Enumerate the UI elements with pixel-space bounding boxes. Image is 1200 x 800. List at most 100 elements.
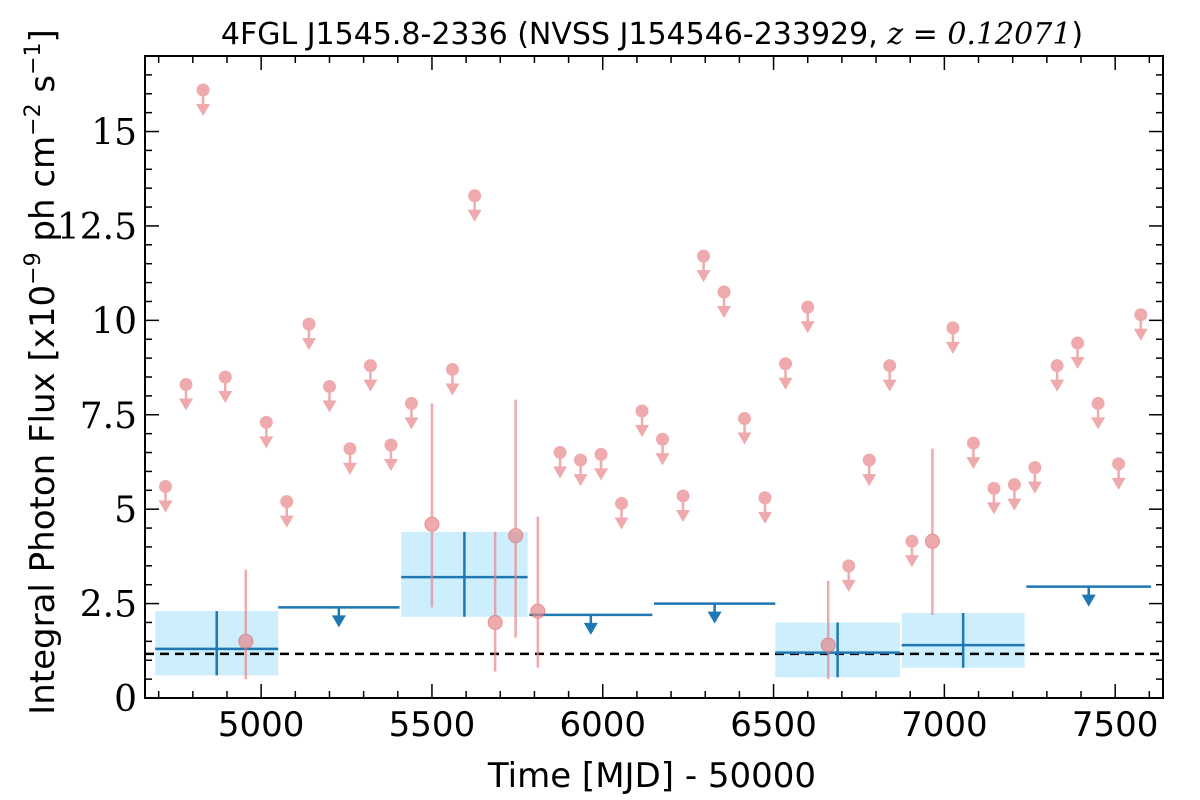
y-tick-label: 12.5 bbox=[57, 207, 137, 248]
long-bin-upper-limit-arrow bbox=[1081, 594, 1096, 607]
short-bin-upper-limit-arrow bbox=[553, 466, 568, 479]
short-bin-upper-limit-marker bbox=[404, 396, 418, 410]
short-bin-upper-limit-marker bbox=[738, 412, 752, 426]
short-bin-upper-limit-marker bbox=[862, 453, 876, 467]
short-bin-upper-limit-marker bbox=[966, 436, 980, 450]
short-bin-upper-limit-arrow bbox=[862, 474, 877, 487]
short-bin-layer bbox=[158, 83, 1148, 680]
short-bin-upper-limit-arrow bbox=[279, 515, 294, 528]
x-tick-label: 5000 bbox=[218, 705, 305, 745]
y-tick-label: 7.5 bbox=[80, 396, 137, 437]
short-bin-upper-limit-arrow bbox=[966, 457, 981, 470]
short-bin-upper-limit-marker bbox=[656, 432, 670, 446]
short-bin-upper-limit-arrow bbox=[778, 377, 793, 390]
short-bin-upper-limit-marker bbox=[987, 481, 1001, 495]
short-bin-upper-limit-marker bbox=[717, 285, 731, 299]
short-bin-upper-limit-marker bbox=[779, 357, 793, 371]
short-bin-upper-limit-marker bbox=[1091, 396, 1105, 410]
short-bin-upper-limit-arrow bbox=[301, 338, 316, 351]
short-bin-upper-limit-marker bbox=[883, 359, 897, 373]
short-bin-upper-limit-arrow bbox=[1070, 357, 1085, 370]
short-bin-upper-limit-marker bbox=[363, 359, 377, 373]
x-tick-label: 6000 bbox=[559, 705, 646, 745]
short-bin-upper-limit-marker bbox=[635, 404, 649, 418]
short-bin-upper-limit-marker bbox=[676, 489, 690, 503]
short-bin-upper-limit-arrow bbox=[676, 509, 691, 522]
x-tick-label: 7000 bbox=[901, 705, 988, 745]
short-bin-point bbox=[424, 516, 440, 532]
short-bin-upper-limit-marker bbox=[1007, 478, 1021, 492]
short-bin-point bbox=[820, 637, 836, 653]
short-bin-upper-limit-arrow bbox=[259, 436, 274, 449]
short-bin-upper-limit-marker bbox=[1028, 461, 1042, 475]
short-bin-upper-limit-arrow bbox=[218, 391, 233, 403]
short-bin-point bbox=[238, 633, 254, 649]
short-bin-upper-limit-marker bbox=[1134, 308, 1148, 322]
short-bin-upper-limit-arrow bbox=[1050, 379, 1065, 392]
short-bin-upper-limit-marker bbox=[322, 379, 336, 393]
short-bin-upper-limit-arrow bbox=[594, 468, 609, 481]
short-bin-upper-limit-marker bbox=[697, 249, 711, 263]
short-bin-upper-limit-arrow bbox=[467, 209, 482, 222]
axis-ticks bbox=[145, 55, 1163, 699]
short-bin-upper-limit-arrow bbox=[1111, 477, 1126, 490]
short-bin-upper-limit-arrow bbox=[383, 458, 398, 471]
short-bin-upper-limit-arrow bbox=[1091, 417, 1106, 430]
short-bin-upper-limit-marker bbox=[905, 534, 919, 548]
short-bin-upper-limit-marker bbox=[158, 480, 172, 494]
x-tick-label: 6500 bbox=[730, 705, 817, 745]
y-tick-label: 0 bbox=[114, 679, 137, 720]
short-bin-upper-limit-arrow bbox=[758, 511, 773, 524]
short-bin-upper-limit-arrow bbox=[573, 474, 588, 487]
short-bin-upper-limit-marker bbox=[1112, 457, 1126, 471]
plot-frame bbox=[144, 55, 1164, 699]
short-bin-upper-limit-arrow bbox=[1007, 498, 1022, 511]
short-bin-upper-limit-marker bbox=[574, 453, 588, 467]
short-bin-upper-limit-marker bbox=[946, 321, 960, 335]
long-bin-upper-limit-arrow bbox=[583, 622, 598, 635]
short-bin-upper-limit-marker bbox=[842, 559, 856, 573]
short-bin-point bbox=[924, 533, 940, 549]
x-tick-label: 7500 bbox=[1072, 705, 1159, 745]
x-axis-label: Time [MJD] - 50000 bbox=[487, 756, 816, 796]
short-bin-upper-limit-arrow bbox=[363, 379, 378, 392]
short-bin-upper-limit-marker bbox=[196, 83, 210, 97]
short-bin-upper-limit-arrow bbox=[696, 270, 711, 283]
short-bin-upper-limit-arrow bbox=[841, 579, 856, 592]
short-bin-upper-limit-marker bbox=[280, 495, 294, 509]
short-bin-upper-limit-arrow bbox=[614, 517, 629, 530]
short-bin-upper-limit-arrow bbox=[404, 417, 419, 430]
x-tick-label: 5500 bbox=[389, 705, 476, 745]
short-bin-upper-limit-arrow bbox=[322, 400, 337, 413]
short-bin-point bbox=[487, 614, 503, 630]
y-tick-label: 10 bbox=[91, 301, 137, 342]
short-bin-upper-limit-marker bbox=[553, 446, 567, 460]
short-bin-upper-limit-marker bbox=[1050, 359, 1064, 373]
short-bin-upper-limit-arrow bbox=[1133, 328, 1148, 341]
short-bin-upper-limit-marker bbox=[615, 497, 629, 511]
y-tick-label: 15 bbox=[91, 113, 137, 154]
short-bin-upper-limit-arrow bbox=[737, 432, 752, 445]
y-axis-label: Integral Photon Flux [x10−9 ph cm−2 s−1] bbox=[21, 29, 63, 715]
short-bin-point bbox=[508, 528, 524, 544]
short-bin-upper-limit-marker bbox=[384, 438, 398, 452]
short-bin-upper-limit-arrow bbox=[655, 453, 670, 466]
short-bin-upper-limit-marker bbox=[445, 362, 459, 376]
short-bin-upper-limit-arrow bbox=[945, 341, 960, 354]
short-bin-upper-limit-arrow bbox=[717, 306, 732, 319]
short-bin-upper-limit-arrow bbox=[1027, 481, 1042, 494]
short-bin-upper-limit-marker bbox=[179, 378, 193, 392]
short-bin-upper-limit-arrow bbox=[342, 462, 357, 475]
short-bin-upper-limit-arrow bbox=[904, 555, 919, 568]
short-bin-upper-limit-marker bbox=[302, 317, 316, 331]
long-bin-upper-limit-arrow bbox=[331, 615, 346, 628]
short-bin-upper-limit-arrow bbox=[445, 383, 460, 396]
short-bin-upper-limit-arrow bbox=[635, 424, 650, 437]
short-bin-upper-limit-marker bbox=[259, 415, 273, 429]
short-bin-point bbox=[530, 603, 546, 619]
short-bin-upper-limit-arrow bbox=[986, 502, 1001, 515]
long-bin-upper-limit-arrow bbox=[707, 611, 722, 624]
short-bin-upper-limit-marker bbox=[594, 447, 608, 461]
short-bin-upper-limit-arrow bbox=[196, 103, 211, 116]
